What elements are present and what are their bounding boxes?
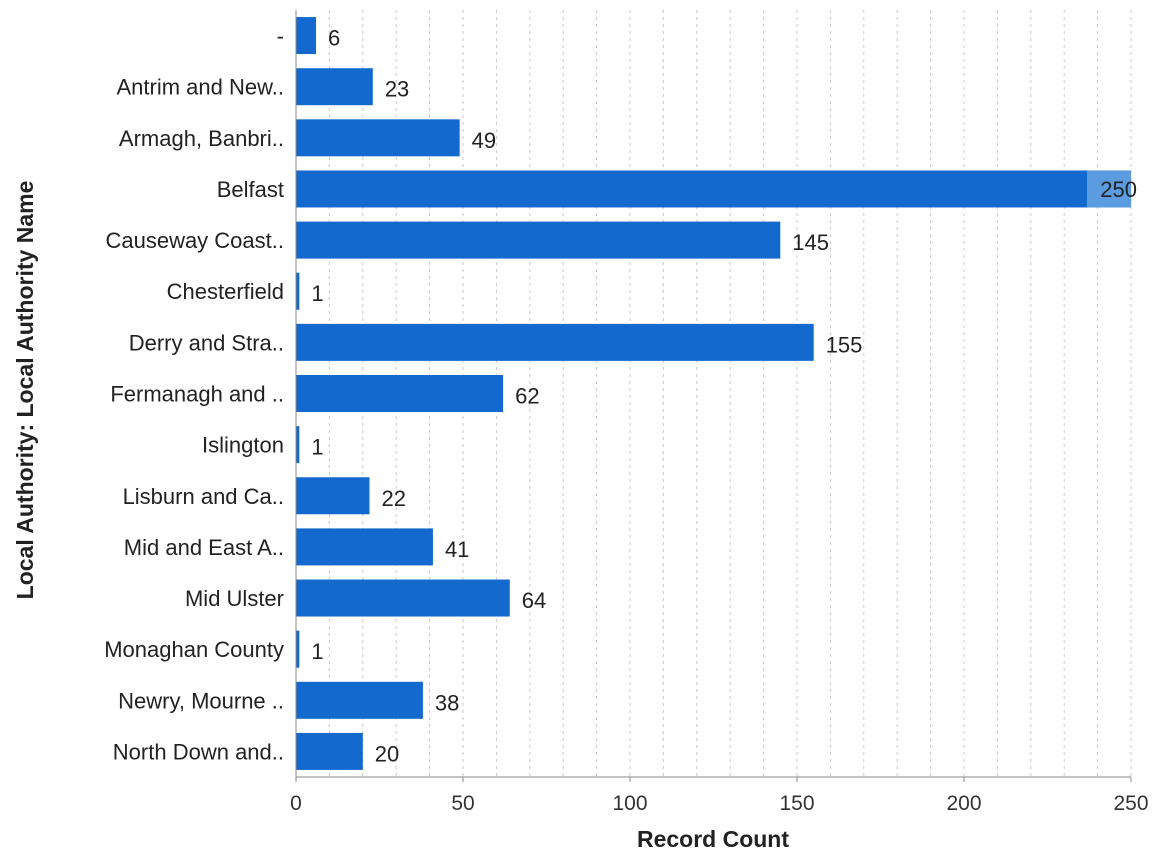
category-label: Derry and Stra.. bbox=[129, 330, 284, 355]
y-axis-title: Local Authority: Local Authority Name bbox=[12, 181, 38, 600]
bar[interactable] bbox=[296, 17, 317, 55]
bar[interactable] bbox=[296, 426, 300, 464]
bar[interactable] bbox=[296, 68, 373, 106]
x-tick-label: 250 bbox=[1113, 792, 1148, 815]
bar-layer: 6 23 49 250 145 1 155 62 1 22 41 64 1 38 20 bbox=[296, 17, 1137, 770]
category-label: Mid Ulster bbox=[185, 586, 284, 611]
value-label: 250 bbox=[1100, 177, 1137, 202]
x-axis-title: Record Count bbox=[637, 826, 789, 852]
value-label: 41 bbox=[445, 537, 469, 562]
value-label: 1 bbox=[311, 281, 323, 306]
bar[interactable] bbox=[296, 681, 423, 719]
bar[interactable] bbox=[296, 732, 363, 770]
x-tick-label: 100 bbox=[612, 792, 647, 815]
category-label: North Down and.. bbox=[113, 739, 284, 764]
value-label: 155 bbox=[826, 332, 863, 357]
value-label: 1 bbox=[311, 435, 323, 460]
x-tick-label: 200 bbox=[946, 792, 981, 815]
value-label: 49 bbox=[472, 128, 496, 153]
category-label: - bbox=[277, 24, 284, 49]
category-label: Monaghan County bbox=[104, 637, 284, 662]
category-label: Newry, Mourne .. bbox=[118, 688, 284, 713]
value-label: 64 bbox=[522, 588, 546, 613]
bar[interactable] bbox=[296, 323, 814, 361]
category-label: Belfast bbox=[217, 177, 284, 202]
bar[interactable] bbox=[296, 170, 1131, 208]
category-label: Islington bbox=[202, 433, 284, 458]
value-label: 62 bbox=[515, 384, 539, 409]
bar[interactable] bbox=[296, 528, 433, 566]
axis-layer: 0 50 100 150 200 250 - Antrim and New.. Armagh, … bbox=[104, 10, 1149, 815]
category-label: Fermanagh and .. bbox=[110, 382, 284, 407]
value-label: 1 bbox=[311, 639, 323, 664]
value-label: 20 bbox=[375, 741, 399, 766]
category-label: Antrim and New.. bbox=[116, 75, 284, 100]
value-label: 38 bbox=[435, 690, 459, 715]
x-tick-label: 0 bbox=[290, 792, 302, 815]
value-label-highlight bbox=[1087, 170, 1131, 208]
category-label: Armagh, Banbri.. bbox=[119, 126, 284, 151]
value-label: 145 bbox=[792, 230, 829, 255]
category-label: Mid and East A.. bbox=[124, 535, 284, 560]
x-tick-label: 50 bbox=[451, 792, 474, 815]
category-label: Lisburn and Ca.. bbox=[123, 484, 284, 509]
bar[interactable] bbox=[296, 375, 504, 412]
grid-layer bbox=[328, 10, 1132, 777]
x-tick-label: 150 bbox=[779, 792, 814, 815]
bar[interactable] bbox=[296, 221, 781, 259]
bar[interactable] bbox=[296, 272, 300, 310]
value-label: 23 bbox=[385, 77, 409, 102]
bar[interactable] bbox=[296, 630, 300, 668]
value-label: 22 bbox=[381, 486, 405, 511]
value-label: 6 bbox=[328, 26, 340, 51]
bar[interactable] bbox=[296, 477, 370, 515]
category-label: Chesterfield bbox=[167, 279, 284, 304]
bar[interactable] bbox=[296, 119, 460, 157]
category-label: Causeway Coast.. bbox=[105, 228, 284, 253]
bar[interactable] bbox=[296, 579, 510, 617]
